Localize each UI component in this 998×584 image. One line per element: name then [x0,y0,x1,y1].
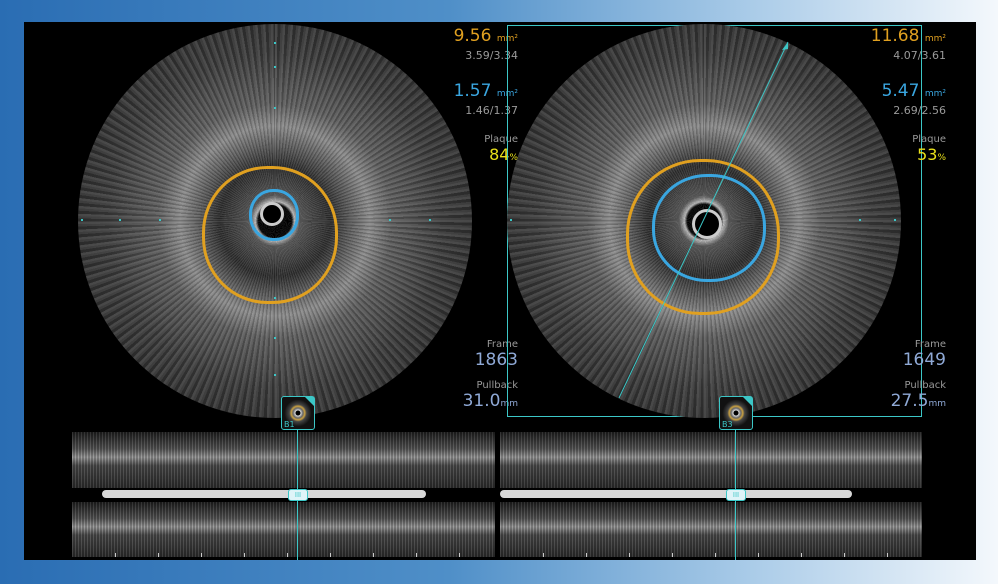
left-slider-handle[interactable]: III [288,489,308,501]
left-plaque-value: 84 [489,145,510,164]
right-frame-label: Frame [914,339,946,350]
left-lumen-diameters: 1.46/1.37 [465,104,518,117]
right-lumen-contour[interactable] [652,174,766,282]
right-frame-value: 1649 [902,350,946,370]
right-pullback-label: Pullback [904,380,946,391]
right-diameter-line[interactable] [24,22,976,560]
right-eem-area: 11.68 [870,26,920,46]
right-pullback-value: 27.5 [890,391,929,411]
right-lumen-diameters: 2.69/2.56 [893,104,946,117]
right-catheter [692,209,722,239]
left-lumen-area: 1.57 [453,81,492,101]
right-slider-handle[interactable]: III [726,489,746,501]
right-frame-info: Frame 1649 Pullback 27.5mm [826,339,946,411]
left-lumen-contour[interactable] [249,189,299,241]
right-measurements: 11.68 mm² 4.07/3.61 5.47 mm² 2.69/2.56 P… [826,26,946,164]
left-eem-area: 9.56 [453,26,492,46]
left-pullback-label: Pullback [476,380,518,391]
right-eem-contour[interactable] [626,159,780,315]
left-eem-contour[interactable] [202,166,338,304]
right-longitudinal-view-bottom[interactable] [500,502,922,557]
left-bookmark-thumbnail[interactable]: B1 [281,396,315,430]
left-pullback-slider[interactable] [102,490,426,498]
right-longitudinal-view-top[interactable] [500,432,922,488]
left-pullback-value: 31.0 [462,391,501,411]
ivus-viewer: 9.56 mm² 3.59/3.34 1.57 mm² 1.46/1.37 Pl… [24,22,976,560]
left-frame-label: Frame [486,339,518,350]
right-eem-diameters: 4.07/3.61 [893,49,946,62]
right-bookmark-thumbnail[interactable]: B3 [719,396,753,430]
right-lumen-area: 5.47 [881,81,920,101]
right-plaque-value: 53 [917,145,938,164]
left-longitudinal-view-top[interactable] [72,432,495,488]
left-plaque-label: Plaque [484,134,518,145]
right-pullback-slider[interactable] [500,490,852,498]
left-longitudinal-view-bottom[interactable] [72,502,495,557]
right-plaque-label: Plaque [912,134,946,145]
left-catheter [260,202,284,226]
left-eem-diameters: 3.59/3.34 [465,49,518,62]
left-measurements: 9.56 mm² 3.59/3.34 1.57 mm² 1.46/1.37 Pl… [398,26,518,164]
